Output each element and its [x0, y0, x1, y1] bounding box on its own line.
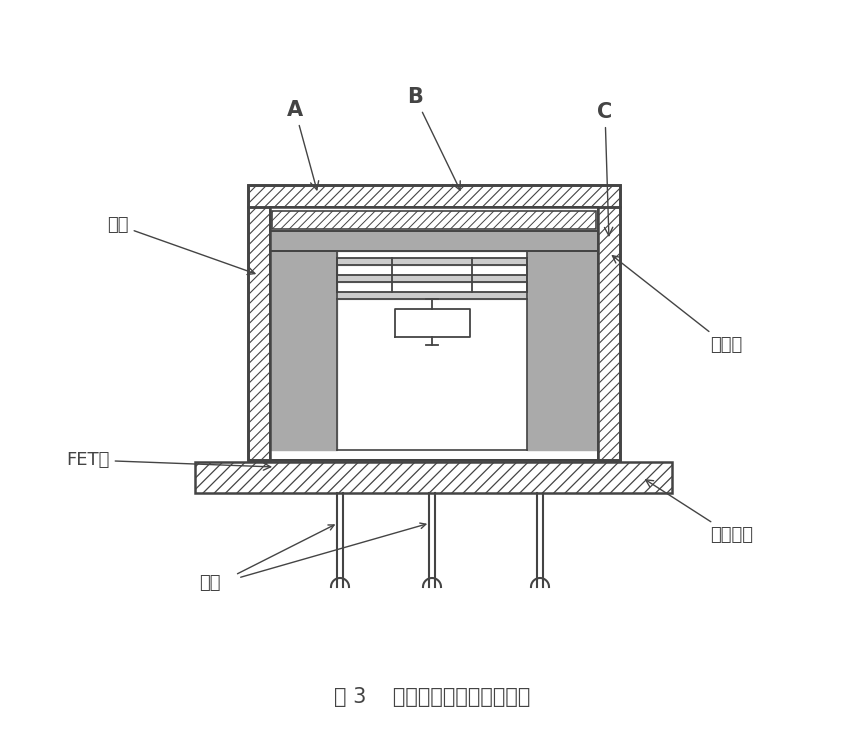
- Bar: [248, 185, 620, 207]
- Text: 图 3    热释电红外传感器结构图: 图 3 热释电红外传感器结构图: [334, 687, 530, 707]
- Polygon shape: [270, 231, 598, 251]
- Bar: [248, 207, 270, 460]
- Text: 电路元件: 电路元件: [645, 480, 753, 544]
- Bar: [270, 207, 598, 460]
- Bar: [195, 462, 672, 493]
- Text: B: B: [407, 87, 460, 190]
- Bar: [598, 207, 620, 460]
- Bar: [272, 211, 596, 229]
- Text: 外壳: 外壳: [107, 216, 255, 275]
- Text: 支承环: 支承环: [612, 256, 742, 354]
- Bar: [270, 207, 598, 460]
- Polygon shape: [337, 258, 527, 265]
- Bar: [598, 207, 620, 460]
- Bar: [248, 207, 270, 460]
- Text: FET管: FET管: [67, 451, 271, 470]
- Bar: [248, 185, 620, 207]
- Polygon shape: [394, 309, 470, 337]
- Polygon shape: [337, 292, 527, 299]
- Text: 引脚: 引脚: [199, 574, 221, 592]
- Bar: [195, 462, 672, 493]
- Polygon shape: [270, 251, 337, 450]
- Polygon shape: [337, 275, 527, 282]
- Text: A: A: [287, 100, 318, 190]
- Bar: [248, 185, 620, 460]
- Bar: [272, 211, 596, 229]
- Text: C: C: [598, 102, 612, 235]
- Polygon shape: [527, 251, 598, 450]
